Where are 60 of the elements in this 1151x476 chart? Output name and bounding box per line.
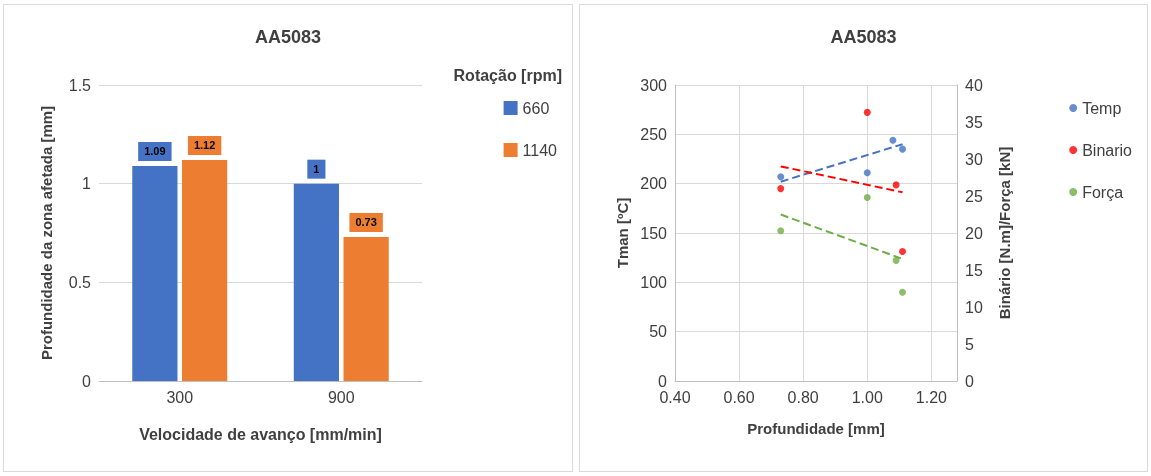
y-tick-label: 0 [82, 372, 92, 390]
legend-label: 660 [522, 99, 550, 117]
y2-tick-label: 15 [965, 261, 983, 279]
legend-label: Binario [1082, 141, 1133, 159]
y2-axis-title: Binário [N.m]/Força [kN] [996, 146, 1013, 320]
y2-tick-label: 35 [965, 113, 983, 131]
legend-label: Força [1082, 183, 1124, 201]
chart-title: AA5083 [830, 27, 897, 47]
x-axis-title: Profundidade [mm] [747, 420, 885, 437]
y2-tick-label: 40 [965, 76, 983, 94]
data-label: 0.73 [355, 216, 377, 229]
y-axis-title: Profundidade da zona afetada [mm] [38, 105, 55, 361]
point [899, 145, 907, 153]
legend-title: Rotação [rpm] [453, 66, 562, 84]
point [863, 108, 871, 116]
point [899, 248, 907, 255]
legend-label: Temp [1082, 99, 1122, 117]
x-tick-label: 1.00 [851, 388, 883, 406]
y-tick-label: 50 [649, 323, 668, 341]
legend-label: 1140 [522, 141, 558, 159]
point [777, 173, 785, 181]
point [889, 136, 897, 144]
bar [293, 183, 339, 381]
data-label: 1 [313, 163, 320, 176]
point [863, 169, 871, 177]
bar [132, 165, 178, 381]
y2-tick-label: 0 [965, 372, 974, 390]
x-tick-label: 300 [166, 388, 194, 406]
y-tick-label: 0.5 [68, 273, 92, 291]
y-tick-label: 0 [658, 372, 668, 390]
y-axis-title: Tman [ºC] [614, 197, 631, 269]
y-tick-label: 200 [640, 175, 668, 193]
y2-tick-label: 30 [965, 150, 983, 168]
chart-title: AA5083 [254, 27, 322, 47]
x-axis-title: Velocidade de avanço [mm/min] [139, 425, 382, 443]
point [899, 288, 907, 296]
x-tick-label: 900 [327, 388, 355, 406]
bar [182, 159, 228, 381]
x-tick-label: 0.80 [787, 388, 819, 406]
y2-tick-label: 25 [965, 187, 983, 205]
y-tick-label: 1 [82, 175, 92, 193]
y2-tick-label: 10 [965, 298, 983, 316]
data-label: 1.12 [193, 139, 216, 152]
data-label: 1.09 [144, 145, 166, 158]
point [777, 185, 785, 193]
y-tick-label: 150 [640, 224, 668, 242]
x-tick-label: 0.40 [659, 388, 691, 406]
x-tick-label: 1.20 [915, 388, 948, 406]
y-tick-label: 250 [640, 125, 668, 143]
bar [343, 236, 389, 381]
y-tick-label: 1.5 [68, 76, 92, 94]
y2-tick-label: 20 [965, 224, 983, 242]
x-tick-label: 0.60 [723, 388, 755, 406]
point [892, 256, 900, 264]
point [863, 193, 871, 201]
y-tick-label: 300 [640, 76, 668, 94]
y-tick-label: 100 [640, 273, 668, 291]
point [777, 227, 785, 235]
point [892, 181, 900, 189]
y2-tick-label: 5 [965, 335, 974, 353]
